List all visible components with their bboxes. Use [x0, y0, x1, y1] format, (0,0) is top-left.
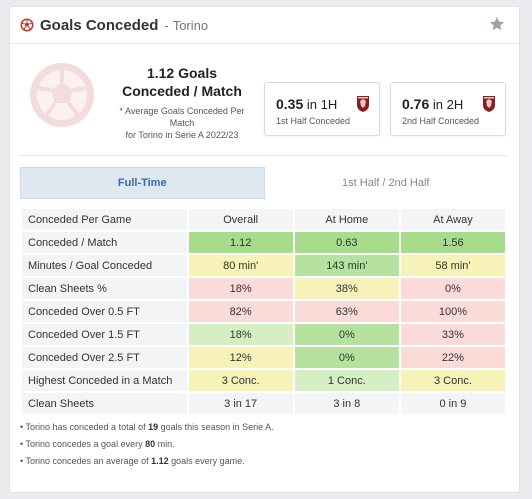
cell-overall: 1.12 [188, 232, 293, 253]
cell-home: 0.63 [294, 232, 399, 253]
card-header: Goals Conceded - Torino [10, 7, 519, 44]
title-separator: - [164, 17, 169, 33]
average-note-line2: for Torino in Serie A 2022/23 [125, 130, 239, 140]
goals-conceded-card: Goals Conceded - Torino 1.12 Goals Conce… [9, 6, 520, 493]
average-note: * Average Goals Conceded Per Match for T… [108, 105, 256, 141]
cell-overall: 80 min' [188, 255, 293, 276]
cell-away: 58 min' [400, 255, 505, 276]
note-text: min. [155, 439, 175, 449]
torino-crest-icon [357, 96, 369, 112]
average-note-line1: * Average Goals Conceded Per Match [119, 106, 245, 128]
average-conceded-label: Conceded / Match [122, 83, 242, 99]
cell-home: 38% [294, 278, 399, 299]
first-half-value-line: 0.35 in 1H [276, 96, 337, 112]
note-item: • Torino concedes a goal every 80 min. [20, 439, 175, 449]
note-highlight: 80 [145, 439, 156, 449]
row-label: Clean Sheets % [22, 278, 187, 299]
cell-overall: 3 in 17 [188, 393, 293, 414]
row-label: Conceded Over 1.5 FT [22, 324, 187, 345]
card-title: Goals Conceded [40, 16, 159, 34]
note-highlight: 19 [148, 422, 159, 432]
second-half-value-line: 0.76 in 2H [402, 96, 463, 112]
cell-home: 1 Conc. [294, 370, 399, 391]
cell-home: 63% [294, 301, 399, 322]
table-row: Conceded Over 1.5 FT 18% 0% 33% [22, 324, 505, 345]
period-tabs: Full-Time 1st Half / 2nd Half [20, 167, 507, 199]
section-divider [20, 155, 507, 156]
cell-overall: 82% [188, 301, 293, 322]
second-half-suffix: in 2H [432, 97, 464, 112]
note-highlight: 1.12 [151, 456, 169, 466]
note-text: Torino concedes a goal every [25, 439, 146, 449]
cell-home: 143 min' [294, 255, 399, 276]
team-name: Torino [172, 17, 209, 33]
table-row: Clean Sheets 3 in 17 3 in 8 0 in 9 [22, 393, 505, 414]
cell-home: 3 in 8 [294, 393, 399, 414]
football-icon [20, 18, 34, 32]
average-conceded-block: 1.12 Goals Conceded / Match * Average Go… [108, 64, 256, 141]
row-label: Conceded Over 0.5 FT [22, 301, 187, 322]
column-header-overall: Overall [188, 209, 293, 230]
row-label: Clean Sheets [22, 393, 187, 414]
tab-full-time[interactable]: Full-Time [20, 167, 265, 199]
row-label: Conceded Over 2.5 FT [22, 347, 187, 368]
column-header-metric: Conceded Per Game [22, 209, 187, 230]
first-half-value: 0.35 [276, 96, 304, 112]
note-text: goals this season in Serie A. [158, 422, 274, 432]
torino-crest-icon [483, 96, 495, 112]
cell-away: 1.56 [400, 232, 505, 253]
cell-home: 0% [294, 324, 399, 345]
football-illustration-icon [30, 63, 94, 127]
note-text: goals every game. [168, 456, 245, 466]
column-header-away: At Away [400, 209, 505, 230]
table-row: Minutes / Goal Conceded 80 min' 143 min'… [22, 255, 505, 276]
average-conceded-value: 1.12 Goals [146, 65, 218, 81]
cell-away: 0 in 9 [400, 393, 505, 414]
table-row: Conceded / Match 1.12 0.63 1.56 [22, 232, 505, 253]
table-row: Conceded Over 0.5 FT 82% 63% 100% [22, 301, 505, 322]
table-row: Conceded Over 2.5 FT 12% 0% 22% [22, 347, 505, 368]
second-half-value: 0.76 [402, 96, 430, 112]
note-item: • Torino has conceded a total of 19 goal… [20, 422, 274, 432]
cell-away: 0% [400, 278, 505, 299]
first-half-label: 1st Half Conceded [276, 116, 351, 126]
notes-list: • Torino has conceded a total of 19 goal… [20, 419, 274, 470]
cell-away: 3 Conc. [400, 370, 505, 391]
cell-overall: 3 Conc. [188, 370, 293, 391]
row-label: Highest Conceded in a Match [22, 370, 187, 391]
cell-away: 22% [400, 347, 505, 368]
cell-away: 100% [400, 301, 505, 322]
first-half-box: 0.35 in 1H 1st Half Conceded [264, 82, 380, 136]
cell-away: 33% [400, 324, 505, 345]
note-text: Torino concedes an average of [25, 456, 152, 466]
cell-home: 0% [294, 347, 399, 368]
summary-section: 1.12 Goals Conceded / Match * Average Go… [10, 44, 519, 157]
table-row: Clean Sheets % 18% 38% 0% [22, 278, 505, 299]
conceded-stats-table: Conceded Per Game Overall At Home At Awa… [20, 207, 507, 416]
star-icon[interactable] [489, 16, 505, 32]
cell-overall: 18% [188, 324, 293, 345]
first-half-suffix: in 1H [306, 97, 338, 112]
note-item: • Torino concedes an average of 1.12 goa… [20, 456, 245, 466]
note-text: Torino has conceded a total of [25, 422, 149, 432]
table-row: Highest Conceded in a Match 3 Conc. 1 Co… [22, 370, 505, 391]
column-header-home: At Home [294, 209, 399, 230]
second-half-label: 2nd Half Conceded [402, 116, 480, 126]
row-label: Minutes / Goal Conceded [22, 255, 187, 276]
second-half-box: 0.76 in 2H 2nd Half Conceded [390, 82, 506, 136]
tab-first-second-half[interactable]: 1st Half / 2nd Half [264, 167, 507, 199]
row-label: Conceded / Match [22, 232, 187, 253]
table-header-row: Conceded Per Game Overall At Home At Awa… [22, 209, 505, 230]
cell-overall: 18% [188, 278, 293, 299]
cell-overall: 12% [188, 347, 293, 368]
